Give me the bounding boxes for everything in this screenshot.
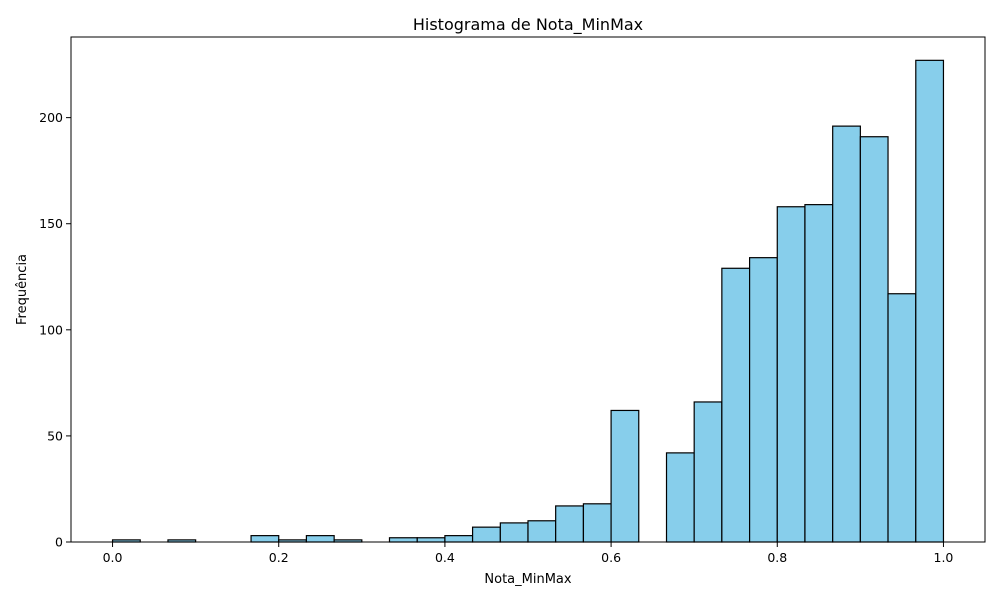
histogram-bar [804,204,834,543]
histogram-bar [776,206,806,543]
histogram-bar [721,267,751,543]
y-tick-label: 100 [39,322,63,337]
histogram-bar [887,293,917,543]
histogram-bar [471,526,501,543]
histogram-bar [859,136,889,543]
x-axis-label: Nota_MinMax [484,572,571,587]
histogram-bar [665,452,695,543]
histogram-bar [305,535,335,543]
y-axis-label: Frequência [15,254,30,325]
y-tick-label: 150 [39,216,63,231]
histogram-bar [748,257,778,543]
histogram-bar [915,59,945,543]
x-axis: 0.0 0.2 0.4 0.6 0.8 1.0 [103,542,954,565]
x-tick-label: 1.0 [934,550,954,565]
y-tick-label: 0 [55,535,63,550]
x-tick-label: 0.0 [103,550,123,565]
x-tick-label: 0.2 [269,550,289,565]
histogram-bar [582,503,612,543]
histogram-bar [527,520,557,543]
x-tick-label: 0.4 [435,550,455,565]
histogram-bar [555,505,585,543]
histogram-bar [444,535,474,543]
histogram-bar [693,401,723,543]
histogram-bar [416,537,446,543]
chart-title: Histograma de Nota_MinMax [413,15,643,35]
x-tick-label: 0.6 [601,550,621,565]
histogram-bar [499,522,529,543]
y-axis: 0 50 100 150 200 [39,110,71,550]
histogram-bar [610,409,640,543]
histogram-bar [388,537,418,543]
x-tick-label: 0.8 [767,550,787,565]
y-tick-label: 200 [39,110,63,125]
histogram-bar [832,125,861,543]
histogram-bar [250,535,280,543]
plot-frame [70,36,986,543]
bars-layer [111,59,945,543]
y-tick-label: 50 [47,428,63,443]
